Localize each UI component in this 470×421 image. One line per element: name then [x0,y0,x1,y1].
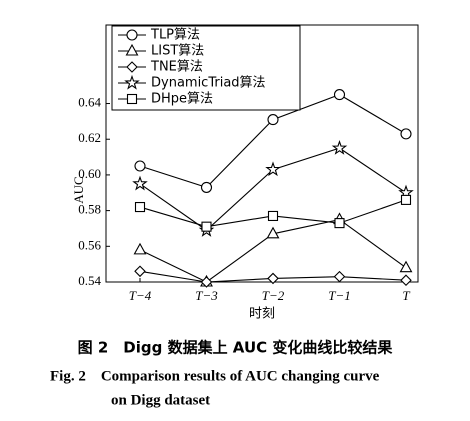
marker [125,43,139,56]
legend-label: LIST算法 [151,44,204,59]
marker [134,160,146,172]
marker [267,210,279,222]
x-axis-label: 时刻 [249,307,275,322]
y-tick-label: 0.60 [78,166,101,181]
x-tick-label: T [402,288,410,303]
marker [400,274,412,286]
y-tick-label: 0.58 [78,202,101,217]
marker [200,181,213,193]
marker [267,114,279,126]
y-axis-label: AUC [71,176,86,203]
marker [133,242,147,255]
x-tick-label: T−2 [262,288,285,303]
y-tick-label: 0.54 [78,273,101,288]
marker [333,89,346,101]
legend-label: DHpe算法 [151,92,213,107]
caption-cn: 图 2 Digg 数据集上 AUC 变化曲线比较结果 [78,339,394,357]
marker [399,260,413,273]
legend-label: TLP算法 [150,28,200,43]
x-tick-label: T−3 [195,288,218,303]
marker [333,270,346,283]
legend-label: TNE算法 [150,60,203,75]
marker [126,93,138,105]
marker [126,29,138,41]
marker [400,194,412,205]
marker [331,139,348,155]
y-tick-label: 0.56 [78,237,101,252]
marker [126,61,138,73]
y-tick-label: 0.62 [78,130,101,145]
x-tick-label: T−1 [328,288,351,303]
legend-box [111,25,301,111]
caption-en: Fig. 2 Comparison results of AUC changin… [50,368,380,384]
x-tick-label: T−4 [129,288,152,303]
marker [124,74,140,90]
caption-en: on Digg dataset [111,392,210,408]
marker [400,128,412,140]
legend-label: DynamicTriad算法 [151,76,266,91]
marker [200,276,213,288]
marker [201,221,212,232]
marker [267,272,279,285]
marker [134,265,146,278]
marker [134,201,146,213]
marker [266,226,280,239]
marker [132,175,148,191]
y-tick-label: 0.64 [78,95,101,110]
plot-frame [105,24,419,283]
marker [265,161,281,177]
marker [334,218,345,229]
